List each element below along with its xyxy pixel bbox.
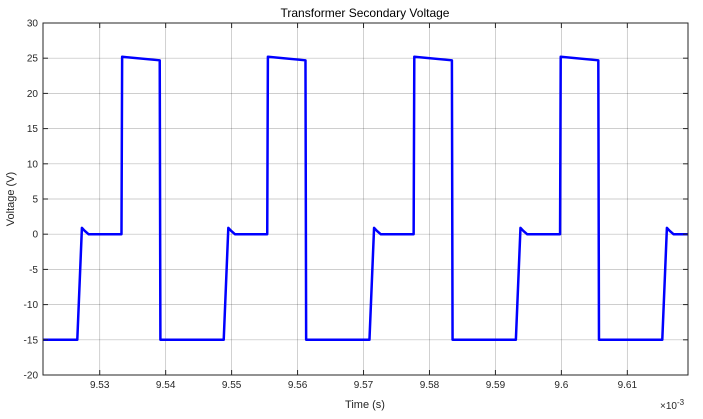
x-tick-label: 9.58 [420,380,440,391]
x-axis-multiplier-exponent: -3 [677,398,685,407]
y-tick-label: 0 [32,230,38,241]
y-tick-label: 5 [32,195,38,206]
series-layer [43,55,688,342]
y-tick-label: -15 [24,335,39,346]
ticks: 9.53 9.54 9.55 9.56 9.57 9.58 9.59 9.6 9.61 -20 -1… [24,19,688,391]
x-tick-label: 9.55 [222,380,242,391]
y-tick-label: -10 [24,300,39,311]
y-tick-label: 20 [27,89,39,100]
y-tick-label: 25 [27,54,39,65]
x-tick-label: 9.6 [554,380,568,391]
x-tick-label: 9.59 [486,380,506,391]
x-tick-label: 9.53 [90,380,110,391]
plot-area [43,23,688,375]
voltage-series-line [43,55,688,342]
y-tick-label: 30 [27,19,39,30]
x-tick-label: 9.61 [618,380,638,391]
chart-title: Transformer Secondary Voltage [281,6,450,20]
x-axis-label: Time (s) [345,399,385,411]
x-tick-label: 9.54 [156,380,176,391]
y-tick-label: -5 [29,265,38,276]
y-axis-label: Voltage (V) [5,172,17,226]
x-axis-multiplier: ×10-3 [660,398,685,412]
x-tick-label: 9.56 [288,380,308,391]
y-tick-label: -20 [24,371,39,382]
y-tick-label: 15 [27,124,39,135]
y-tick-label: 10 [27,159,39,170]
x-tick-label: 9.57 [354,380,374,391]
